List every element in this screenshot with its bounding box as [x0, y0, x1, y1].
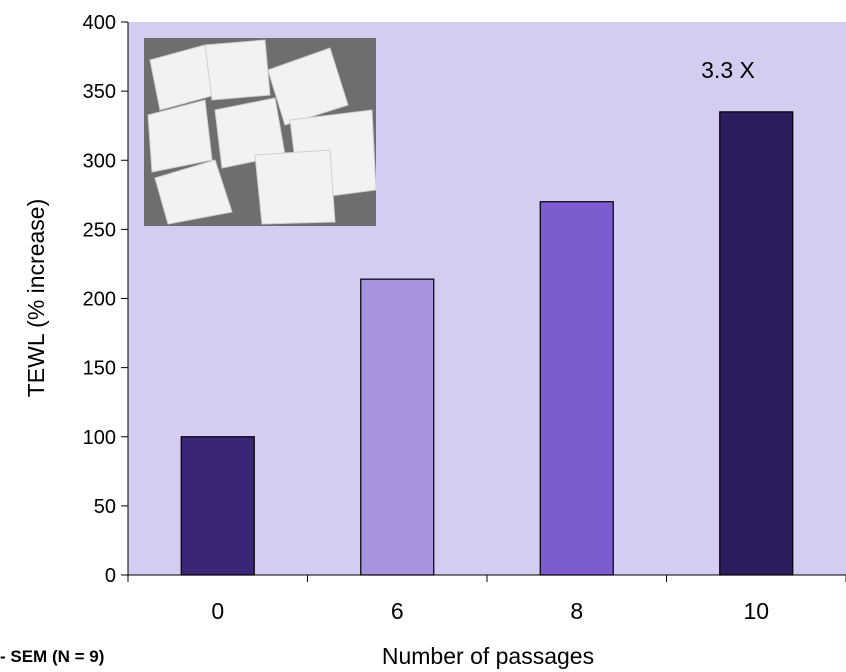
- y-axis-title: TEWL (% increase): [23, 199, 49, 398]
- x-axis-title: Number of passages: [382, 643, 594, 669]
- x-tick-label: 0: [211, 598, 224, 624]
- x-tick-label: 6: [391, 598, 404, 624]
- bar-0: [180, 436, 255, 576]
- y-tick-label: 0: [105, 565, 116, 587]
- x-tick-label: 10: [743, 598, 769, 624]
- bars-group: [180, 111, 794, 576]
- y-tick-label: 250: [83, 219, 116, 241]
- y-tick-label: 150: [83, 358, 116, 380]
- x-tick-label: 8: [570, 598, 583, 624]
- y-tick-label: 50: [94, 496, 116, 518]
- y-tick-label: 300: [83, 150, 116, 172]
- bar-8: [539, 201, 614, 576]
- footnote: - SEM (N = 9): [0, 647, 104, 666]
- y-tick-label: 200: [83, 289, 116, 311]
- y-tick-label: 100: [83, 427, 116, 449]
- y-axis: 0 50 100 150 200 250 300 350 400: [83, 12, 129, 587]
- y-tick-label: 400: [83, 12, 116, 34]
- annotation-label: 3.3 X: [701, 57, 755, 83]
- y-tick-label: 350: [83, 81, 116, 103]
- bar-6: [360, 278, 435, 576]
- bar-10: [719, 111, 794, 576]
- inset-photo: [144, 38, 377, 226]
- x-axis: 0 6 8 10: [127, 574, 846, 624]
